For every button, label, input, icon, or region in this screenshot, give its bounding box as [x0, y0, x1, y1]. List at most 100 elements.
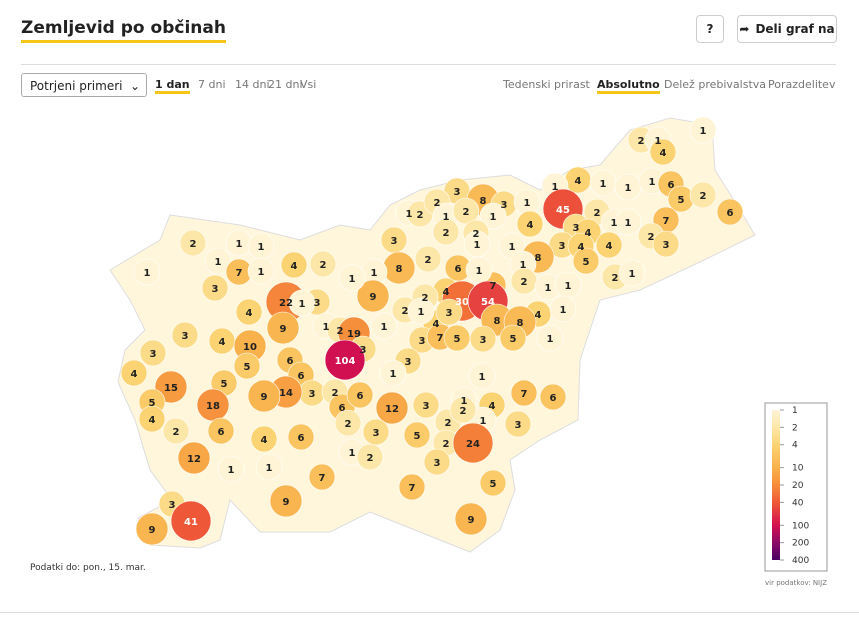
- municipality-value: 2: [402, 306, 409, 317]
- municipality-value: 3: [405, 357, 412, 368]
- municipality: [266, 311, 300, 345]
- period-tab[interactable]: 21 dni: [268, 78, 303, 91]
- legend-label: 200: [792, 539, 809, 549]
- legend-label: 40: [792, 498, 804, 508]
- divider: [0, 612, 859, 613]
- municipality-value: 2: [443, 228, 450, 239]
- municipality: [504, 410, 532, 438]
- municipality-value: 19: [347, 329, 361, 340]
- select[interactable]: Potrjeni primeri ⌄: [21, 73, 147, 97]
- legend-label: 2: [792, 423, 798, 433]
- municipality-value: 15: [164, 383, 178, 394]
- period-tab[interactable]: 1 dan: [155, 78, 190, 94]
- municipality-value: 1: [649, 177, 656, 188]
- municipality-value: 3: [446, 308, 453, 319]
- municipality-value: 3: [360, 345, 367, 356]
- municipality: [435, 298, 463, 326]
- municipality-value: 1: [552, 182, 559, 193]
- municipality: [356, 443, 384, 471]
- municipality: [287, 423, 315, 451]
- municipality-value: 14: [279, 388, 293, 399]
- mode-tab[interactable]: Absolutno: [597, 78, 660, 94]
- legend-label: 10: [792, 464, 804, 474]
- municipality-value: 6: [339, 403, 346, 414]
- share-button[interactable]: ➦ Deli graf na: [737, 15, 837, 43]
- municipality: [233, 352, 261, 380]
- municipality-value: 2: [190, 239, 197, 250]
- municipality-value: 7: [437, 333, 444, 344]
- municipality: [479, 469, 507, 497]
- municipality-value: 1: [547, 334, 554, 345]
- period-tab[interactable]: 14 dni: [235, 78, 270, 91]
- municipality: [201, 274, 229, 302]
- municipality-value: 6: [455, 264, 462, 275]
- period-tab[interactable]: 7 dni: [198, 78, 226, 91]
- mode-tab[interactable]: Porazdelitev: [768, 78, 836, 91]
- municipality-value: 2: [473, 229, 480, 240]
- municipality: [412, 391, 440, 419]
- municipality-value: 3: [419, 336, 426, 347]
- municipality: [449, 396, 477, 424]
- municipality-value: 1: [266, 463, 273, 474]
- municipality-value: 4: [433, 319, 440, 330]
- municipality-value: 2: [422, 293, 429, 304]
- municipality: [288, 289, 316, 317]
- municipality-value: 1: [228, 465, 235, 476]
- municipality-value: 7: [409, 483, 416, 494]
- municipality: [539, 383, 567, 411]
- municipality-value: 1: [600, 179, 607, 190]
- legend-label: 20: [792, 481, 804, 491]
- municipality: [414, 245, 442, 273]
- municipality-value: 30: [455, 297, 469, 308]
- municipality-value: 1: [524, 198, 531, 209]
- share-label: Deli graf na: [755, 22, 835, 36]
- municipality-value: 4: [606, 241, 613, 252]
- municipality: [649, 138, 677, 166]
- municipality-value: 3: [169, 500, 176, 511]
- municipality-value: 6: [727, 208, 734, 219]
- municipality-value: 1: [520, 260, 527, 271]
- period-tab[interactable]: Vsi: [300, 78, 317, 91]
- municipality-value: 6: [550, 393, 557, 404]
- municipality-value: 3: [501, 200, 508, 211]
- municipality-value: 5: [510, 334, 517, 345]
- divider: [21, 64, 836, 65]
- municipality-value: 9: [468, 515, 475, 526]
- municipality-value: 6: [357, 391, 364, 402]
- municipality-value: 4: [219, 337, 226, 348]
- municipality-value: 2: [638, 136, 645, 147]
- municipality-value: 1: [565, 281, 572, 292]
- municipality-value: 1: [443, 212, 450, 223]
- municipality: [309, 250, 337, 278]
- mode-tab[interactable]: Delež prebivalstva: [664, 78, 767, 91]
- legend-bar: [772, 410, 780, 560]
- municipality: [614, 208, 642, 236]
- municipality: [452, 422, 494, 464]
- municipality-value: 1: [299, 299, 306, 310]
- municipality-value: 4: [291, 261, 298, 272]
- municipality-value: 3: [559, 241, 566, 252]
- municipality-value: 5: [221, 379, 228, 390]
- municipality-value: 4: [585, 228, 592, 239]
- municipality-value: 4: [131, 369, 138, 380]
- municipality: [468, 362, 496, 390]
- mode-tab[interactable]: Tedenski prirast: [503, 78, 590, 91]
- municipality: [379, 359, 407, 387]
- municipality: [247, 257, 275, 285]
- municipality-value: 5: [244, 362, 251, 373]
- municipality-value: 7: [521, 389, 528, 400]
- municipality-value: 9: [370, 292, 377, 303]
- municipality-value: 2: [648, 232, 655, 243]
- municipality: [133, 258, 161, 286]
- municipality-value: 1: [509, 242, 516, 253]
- municipality-value: 12: [187, 454, 201, 465]
- municipality: [346, 381, 374, 409]
- municipality-value: 2: [700, 191, 707, 202]
- help-button[interactable]: ?: [696, 15, 724, 43]
- municipality: [269, 484, 303, 518]
- municipality: [375, 391, 409, 425]
- municipality-value: 2: [612, 273, 619, 284]
- municipality-value: 1: [474, 240, 481, 251]
- municipality: [170, 500, 212, 542]
